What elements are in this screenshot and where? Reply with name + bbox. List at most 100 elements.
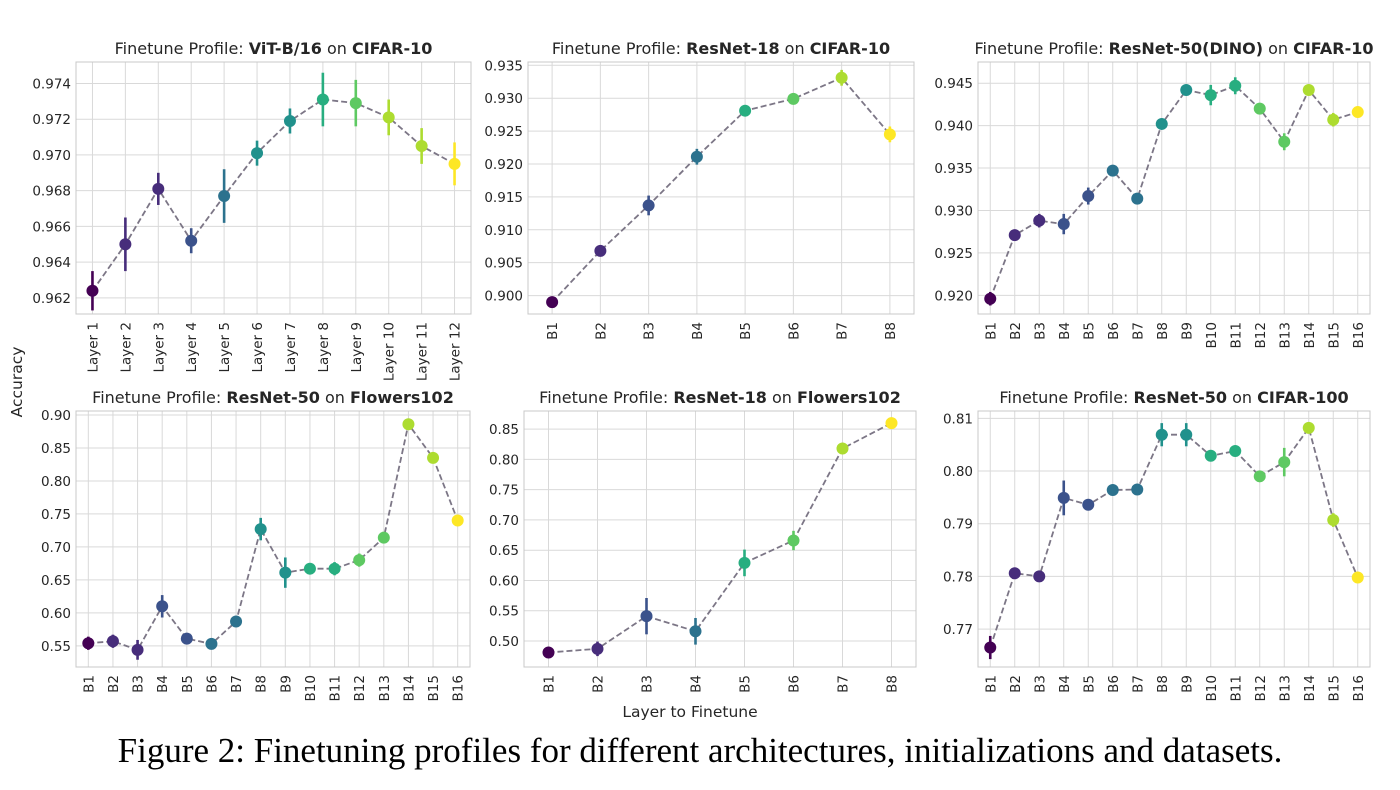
x-tick-label: B14 [1302,322,1318,348]
x-tick-label: B13 [377,675,393,701]
x-tick-label: B8 [1155,322,1171,340]
data-point [787,92,800,105]
x-tick-label: Layer 1 [85,322,101,373]
y-tick-label: 0.50 [489,634,519,650]
y-tick-label: 0.968 [32,184,71,200]
y-tick-label: 0.910 [484,223,523,239]
x-tick-label: B9 [278,675,294,693]
plot-frame [523,410,917,668]
y-axis-label: Accuracy [8,347,26,418]
x-tick-label: Layer 4 [184,322,200,373]
x-tick-label: B4 [1057,322,1073,340]
data-point [185,234,198,247]
data-point [1302,84,1315,96]
series-line [989,425,1359,648]
data-point [1229,445,1242,458]
data-point [835,71,848,84]
data-point [1033,570,1046,583]
data-point [1106,164,1119,177]
data-point [1155,428,1168,441]
data-point [1131,483,1144,496]
series-line [548,422,892,654]
data-point [883,128,896,141]
chart-panel-1: 0.962 0.964 0.966 0.968 0.970 0.972 0.974 Layer… [32,39,472,381]
chart-title: Finetune Profile: ResNet-18 on Flowers10… [539,388,901,407]
chart-panels: 0.962 0.964 0.966 0.968 0.970 0.972 0.974 Layer… [32,39,1373,701]
x-tick-label: B7 [1130,322,1146,340]
chart-panel-5: 0.50 0.55 0.60 0.65 0.70 0.75 0.80 0.85 B1 B2 B3 B4… [489,388,917,693]
data-point [279,566,292,579]
data-point [328,562,341,575]
x-tick-label: B3 [640,675,656,693]
y-tick-label: 0.85 [489,422,519,438]
y-tick-label: 0.962 [32,291,71,307]
data-point [1204,449,1217,462]
data-point [1302,421,1315,434]
chart-title: Finetune Profile: ResNet-50 on Flowers10… [92,388,454,407]
y-tick-label: 0.55 [41,639,71,655]
data-point [106,635,119,648]
y-tick-label: 0.935 [484,58,523,74]
x-tick-label: B11 [328,675,344,701]
x-tick-label: B6 [787,675,803,693]
x-tick-label: B13 [1277,322,1293,348]
title-model: ResNet-18 [686,39,780,58]
series-line [88,422,459,651]
x-axis-label: Layer to Finetune [622,703,757,721]
data-point [230,615,243,628]
data-point [787,534,800,547]
title-prefix: Finetune Profile: [999,388,1133,407]
y-tick-label: 0.966 [32,219,71,235]
x-tick-label: B16 [1351,322,1367,348]
title-prefix: Finetune Profile: [92,388,226,407]
series-line [989,84,1359,300]
y-tick-label: 0.65 [489,543,519,559]
data-point [690,150,703,163]
x-tick-label: B5 [738,675,754,693]
title-prefix: Finetune Profile: [115,39,249,58]
y-tick-label: 0.972 [32,112,71,128]
y-tick-label: 0.930 [934,203,973,219]
y-tick-label: 0.80 [489,452,519,468]
data-point [152,182,165,195]
data-point [1278,456,1291,469]
data-point [1253,470,1266,483]
x-tick-label: B12 [1253,675,1269,701]
x-tick-label: B1 [542,675,558,693]
x-tick-label: B3 [642,322,658,340]
data-point [1082,498,1095,511]
title-dataset: CIFAR-10 [1293,39,1373,58]
x-tick-label: Layer 8 [316,322,332,373]
x-tick-label: B8 [254,675,270,693]
data-point [1106,484,1119,497]
data-point [1057,491,1070,504]
title-model: ResNet-50 [1134,388,1228,407]
data-point [738,556,751,569]
data-point [984,292,997,305]
title-mid: on [780,39,810,58]
x-tick-label: B3 [1032,675,1048,693]
x-tick-label: B4 [1057,675,1073,693]
y-tick-label: 0.920 [934,288,973,304]
x-tick-label: B16 [451,675,467,701]
x-tick-label: Layer 9 [349,322,365,373]
title-dataset: Flowers102 [350,388,454,407]
chart-panel-4: 0.55 0.60 0.65 0.70 0.75 0.80 0.85 0.90 B1 B2 B3 B4… [41,388,471,701]
y-tick-label: 0.79 [943,517,973,533]
y-tick-label: 0.974 [32,76,71,92]
x-tick-label: B5 [738,322,754,340]
data-point [451,514,464,527]
x-tick-label: B1 [81,675,97,693]
x-tick-label: Layer 7 [283,322,299,373]
data-point [303,562,316,575]
x-tick-label: B6 [1106,322,1122,340]
x-tick-label: Layer 10 [382,322,398,381]
x-tick-label: B8 [1155,675,1171,693]
data-point [594,244,607,257]
y-tick-label: 0.935 [934,161,973,177]
x-tick-label: B9 [1179,675,1195,693]
chart-panel-3: 0.920 0.925 0.930 0.935 0.940 0.945 B1 B2 B3 B4 B5… [934,39,1373,348]
x-tick-label: B11 [1228,322,1244,348]
data-point [382,111,395,124]
y-tick-label: 0.80 [41,474,71,490]
